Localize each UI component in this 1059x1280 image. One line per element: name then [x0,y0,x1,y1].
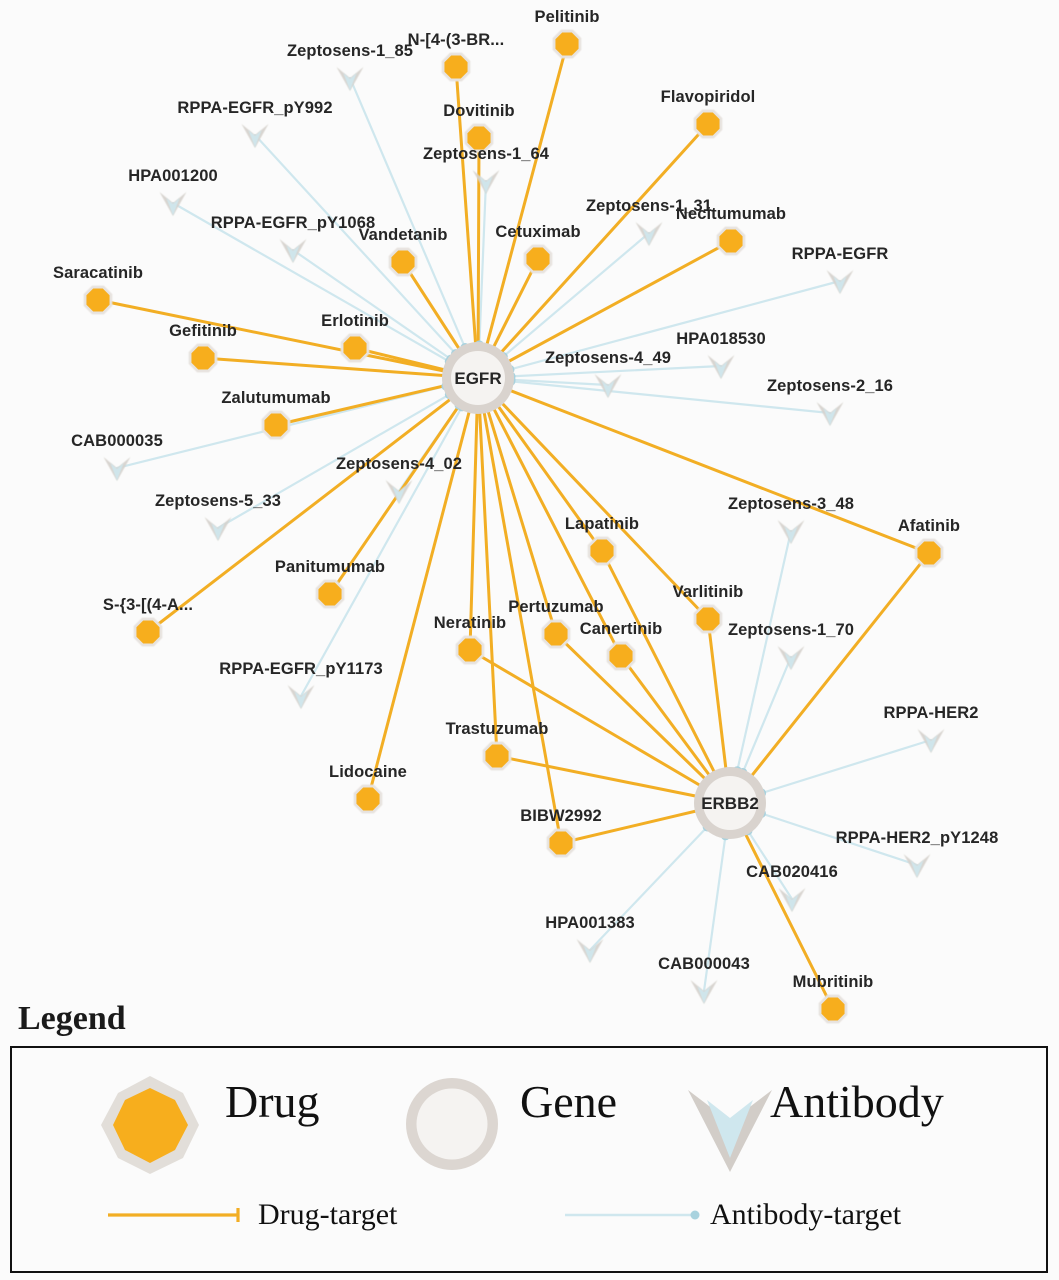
svg-text:EGFR: EGFR [454,369,501,388]
svg-text:ERBB2: ERBB2 [701,794,759,813]
